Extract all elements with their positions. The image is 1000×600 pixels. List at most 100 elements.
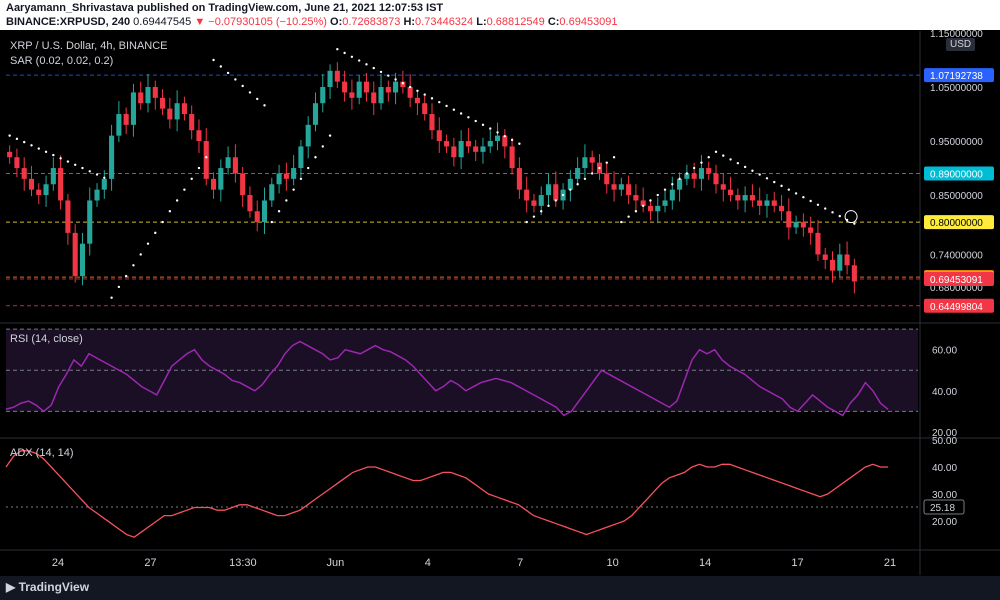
- sar-dot: [751, 169, 754, 172]
- candle-body: [516, 168, 522, 190]
- sar-dot: [816, 203, 820, 206]
- candle-body: [502, 135, 508, 147]
- sar-dot: [729, 158, 732, 161]
- candle-body: [225, 157, 231, 169]
- candle-body: [662, 200, 668, 206]
- candle-body: [94, 189, 100, 201]
- adx-title: ADX (14, 14): [10, 447, 74, 459]
- price-level-badge: [924, 272, 994, 287]
- sar-dot: [474, 119, 477, 123]
- sar-dot: [248, 91, 252, 94]
- sar-dot: [525, 220, 528, 224]
- candle-body: [618, 184, 624, 190]
- sar-dot: [838, 214, 841, 218]
- price-level-badge: [924, 68, 994, 83]
- candle-body: [844, 254, 850, 266]
- sar-dot: [496, 131, 499, 134]
- adx-tick-label: 30.00: [932, 490, 957, 501]
- candle-body: [494, 135, 501, 142]
- candle-body: [349, 92, 355, 98]
- sar-dot: [503, 134, 507, 138]
- candle-body: [626, 184, 632, 196]
- footer: [0, 576, 1000, 600]
- sar-dot: [15, 137, 19, 141]
- price-level-label: 0.69453091: [930, 275, 983, 286]
- candle-body: [218, 168, 224, 190]
- candle-body: [378, 87, 384, 104]
- sar-dot: [518, 142, 521, 145]
- sar-dot: [226, 71, 230, 75]
- candle-body: [240, 173, 246, 196]
- candle-body: [298, 146, 304, 169]
- sar-dot: [467, 116, 470, 119]
- price-level-label: 1.07192738: [930, 71, 983, 82]
- sar-dot: [569, 188, 572, 191]
- candle-body: [604, 173, 610, 185]
- sar-dot: [124, 274, 128, 278]
- candle-body: [473, 146, 479, 152]
- sar-dot: [773, 180, 776, 184]
- sar-dot: [343, 51, 346, 55]
- sar-dot: [372, 66, 375, 70]
- sar-dot: [824, 207, 827, 210]
- sar-dot: [634, 210, 638, 213]
- sar-dot: [8, 134, 11, 137]
- sar-dot: [379, 70, 383, 74]
- last-price: 0.69447545: [133, 16, 192, 28]
- adx-reference-badge: [923, 499, 965, 515]
- price-tick-label: 0.68000000: [930, 283, 983, 294]
- sar-dot: [117, 285, 121, 289]
- sar-dot: [765, 177, 769, 180]
- candle-body: [58, 168, 64, 201]
- candle-body: [706, 168, 712, 174]
- sar-dot: [132, 264, 135, 267]
- candle-body: [793, 222, 799, 228]
- low-value: 0.68812549: [486, 16, 545, 28]
- sar-dot: [387, 74, 390, 77]
- candle-body: [363, 81, 370, 93]
- sar-dot: [438, 100, 441, 104]
- sar-dot: [146, 242, 150, 245]
- candle-body: [36, 189, 42, 196]
- candle-body: [786, 211, 792, 228]
- candle-body: [276, 173, 282, 185]
- sar-dot: [554, 199, 557, 202]
- candle-body: [232, 157, 238, 174]
- candle-body: [261, 200, 268, 223]
- sar-dot: [277, 210, 281, 213]
- candle-body: [174, 103, 180, 120]
- sar-dot: [110, 296, 113, 299]
- candle-body: [829, 259, 836, 271]
- time-tick-label: 21: [884, 557, 896, 569]
- candle-body: [247, 195, 253, 212]
- sar-dot: [743, 165, 747, 169]
- price-level-badge: [924, 166, 994, 181]
- sar-dot: [154, 231, 157, 235]
- sar-dot: [700, 161, 703, 164]
- sar-dot: [256, 97, 259, 101]
- sar-dot: [44, 150, 48, 154]
- sar-dot: [30, 144, 33, 147]
- candle-body: [72, 232, 78, 277]
- candle-body: [749, 195, 755, 201]
- sar-dot: [736, 161, 740, 165]
- candle-body: [808, 227, 814, 233]
- symbol: BINANCE:XRPUSD, 240: [6, 16, 131, 28]
- sar-dot: [831, 211, 834, 214]
- price-change: −0.07930105 (−10.25%): [208, 16, 327, 28]
- sar-dot: [321, 145, 324, 148]
- candle-body: [458, 141, 464, 158]
- sar-dot: [547, 204, 550, 208]
- candle-body: [167, 108, 173, 120]
- sar-dot: [59, 157, 62, 160]
- sar-dot: [722, 154, 725, 157]
- sar-dot: [66, 160, 70, 163]
- adx-tick-label: 40.00: [932, 463, 957, 474]
- sar-dot: [336, 48, 339, 51]
- rsi-tick-label: 20.00: [932, 428, 957, 439]
- price-level-label: 0.64499804: [930, 302, 983, 313]
- sar-dot: [328, 134, 332, 137]
- tradingview-logo: ▶ TradingView: [6, 580, 90, 594]
- sar-dot: [663, 188, 667, 191]
